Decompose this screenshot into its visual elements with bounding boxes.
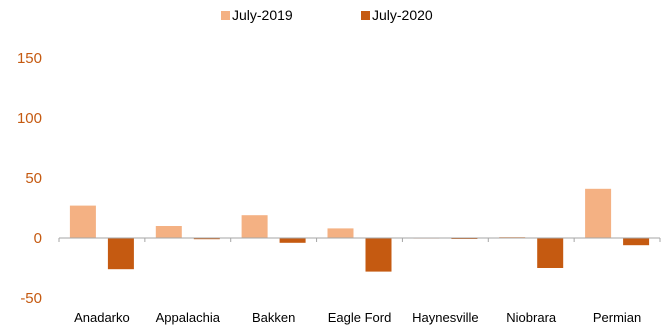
category-labels: Anadarko Appalachia Bakken Eagle Ford Haynes…	[74, 310, 641, 325]
y-tick-label: 150	[17, 50, 42, 67]
zero-axis	[58, 237, 661, 242]
bar-july-2020-appalachia	[193, 238, 220, 240]
bar-july-2020-anadarko	[107, 238, 134, 270]
bar-july-2019-anadarko	[69, 205, 96, 238]
bar-july-2020-permian	[623, 238, 650, 246]
y-tick-label: 100	[17, 110, 42, 127]
legend-swatch	[221, 11, 230, 20]
y-tick-label: 50	[25, 170, 42, 187]
category-label: Eagle Ford	[328, 310, 392, 325]
y-tick-label: 0	[34, 230, 42, 247]
category-label: Bakken	[252, 310, 295, 325]
category-label: Anadarko	[74, 310, 130, 325]
bar-july-2019-permian	[585, 188, 612, 238]
bars	[69, 188, 650, 272]
bar-july-2019-eagle-ford	[327, 228, 354, 238]
category-label: Permian	[593, 310, 641, 325]
bar-july-2020-bakken	[279, 238, 306, 243]
bar-july-2020-eagle-ford	[365, 238, 392, 272]
category-label: Appalachia	[156, 310, 221, 325]
bar-july-2020-niobrara	[537, 238, 564, 268]
y-tick-label: -50	[20, 290, 42, 307]
legend-label: July-2020	[372, 7, 433, 23]
y-axis-tick-labels: -50 0 50 100 150	[17, 50, 42, 307]
legend-label: July-2019	[232, 7, 293, 23]
category-label: Haynesville	[412, 310, 478, 325]
legend-swatch	[361, 11, 370, 20]
bar-july-2019-bakken	[241, 215, 268, 238]
category-label: Niobrara	[506, 310, 557, 325]
legend: July-2019 July-2020	[221, 7, 433, 23]
bar-july-2019-appalachia	[155, 226, 182, 238]
